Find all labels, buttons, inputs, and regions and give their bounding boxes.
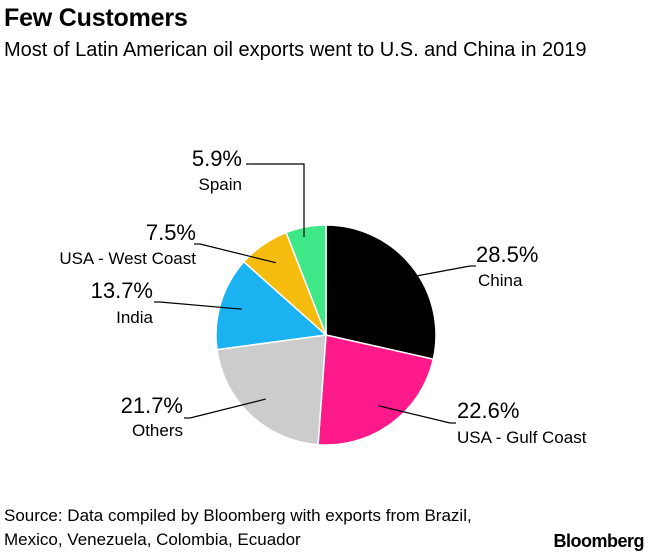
slice-category-label: USA - Gulf Coast	[457, 428, 587, 447]
leader-line	[252, 163, 305, 237]
leader-line	[159, 301, 242, 310]
chart-title: Few Customers	[4, 4, 188, 32]
source-note: Source: Data compiled by Bloomberg with …	[4, 506, 472, 549]
pie-slice-china	[325, 224, 437, 361]
pie-slice-usa-gulf-coast	[317, 334, 435, 446]
slice-category-label: Others	[132, 421, 183, 440]
bloomberg-logo: Bloomberg	[553, 531, 644, 551]
pie-slice-others	[216, 334, 327, 446]
slice-value-label: 5.9%	[192, 146, 242, 171]
slice-category-label: China	[478, 271, 523, 290]
leader-line	[189, 398, 266, 419]
pie-slice-india	[215, 260, 328, 351]
slice-value-label: 28.5%	[476, 242, 538, 267]
pie-slice-spain	[285, 224, 327, 336]
slice-category-label: India	[116, 308, 153, 327]
slice-value-label: 22.6%	[457, 398, 519, 423]
slice-category-label: Spain	[199, 175, 242, 194]
leader-line	[199, 243, 276, 264]
slice-value-label: 21.7%	[121, 393, 183, 418]
slice-value-label: 7.5%	[146, 220, 196, 245]
leader-line	[394, 265, 471, 281]
leader-line	[378, 405, 451, 424]
chart-subtitle: Most of Latin American oil exports went …	[4, 39, 587, 61]
slice-category-label: USA - West Coast	[59, 249, 196, 268]
slice-value-label: 13.7%	[91, 278, 153, 303]
